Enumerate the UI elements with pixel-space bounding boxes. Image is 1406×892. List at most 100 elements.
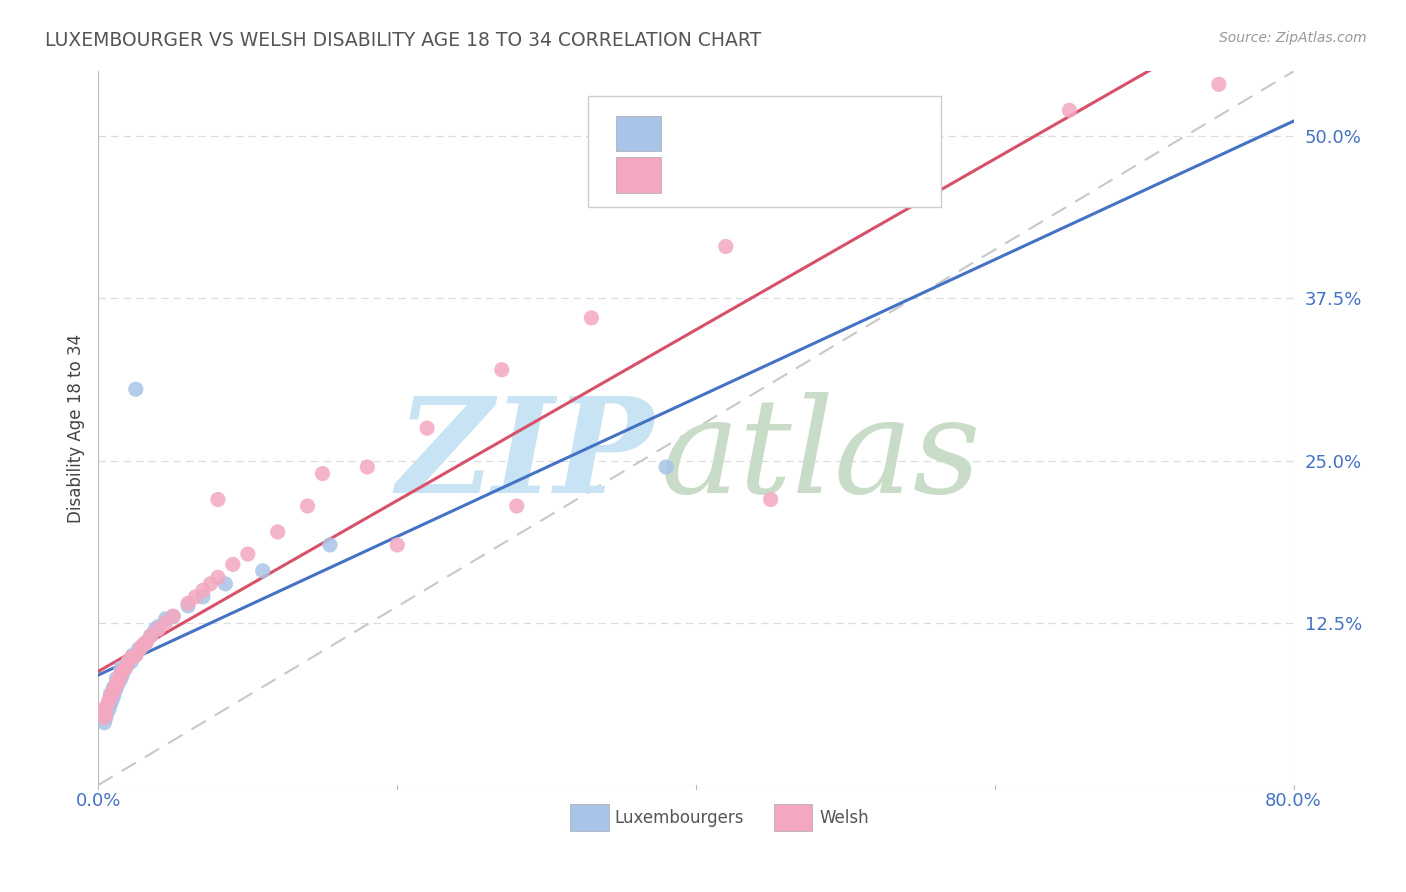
Point [98,690,122,704]
Point [491,363,513,377]
Point [110,667,132,681]
Point [120,650,142,665]
Point [714,239,737,253]
Point [236,547,259,561]
Point [200,577,222,591]
Point [97,693,120,707]
Point [155,615,177,630]
Text: Source: ZipAtlas.com: Source: ZipAtlas.com [1219,31,1367,45]
Point [103,690,125,704]
Point [908,142,931,156]
Point [1059,103,1081,118]
Point [114,661,136,675]
Point [139,629,162,643]
FancyBboxPatch shape [616,116,661,152]
Point [184,590,207,604]
Point [98,687,122,701]
Point [125,648,148,663]
Point [121,648,143,663]
Point [105,672,128,686]
FancyBboxPatch shape [773,805,811,831]
Point [107,677,129,691]
Point [93,710,115,724]
Point [111,664,134,678]
Point [222,558,245,572]
Point [1208,78,1230,92]
Point [129,641,152,656]
Text: LUXEMBOURGER VS WELSH DISABILITY AGE 18 TO 34 CORRELATION CHART: LUXEMBOURGER VS WELSH DISABILITY AGE 18 … [45,31,761,50]
Point [759,492,782,507]
Point [110,661,132,675]
Point [91,706,114,721]
Point [416,421,439,435]
Point [101,687,124,701]
Point [97,703,120,717]
Point [117,655,139,669]
Point [108,674,131,689]
Point [112,664,135,678]
Point [155,612,177,626]
Point [107,674,129,689]
Point [117,655,139,669]
Point [207,492,229,507]
Point [581,310,603,325]
Point [162,609,184,624]
FancyBboxPatch shape [616,157,661,193]
Point [101,693,124,707]
Text: R = 0.543   N = 47: R = 0.543 N = 47 [683,165,860,185]
Point [139,629,162,643]
Point [191,583,214,598]
Point [104,684,127,698]
Point [162,609,184,624]
Point [177,596,200,610]
Point [267,524,290,539]
Point [111,667,134,681]
Point [132,638,155,652]
Text: Luxembourgers: Luxembourgers [614,809,744,827]
Point [93,715,115,730]
Point [177,599,200,613]
Point [132,638,155,652]
Point [103,684,125,698]
Point [91,703,114,717]
Point [148,622,170,636]
Point [506,499,529,513]
Text: Welsh: Welsh [820,809,869,827]
Point [103,681,125,695]
Point [108,672,131,686]
Point [98,698,122,712]
Point [385,538,409,552]
Point [143,622,166,636]
Point [319,538,342,552]
Point [655,460,678,475]
Point [105,681,128,695]
Point [297,499,319,513]
Point [191,590,214,604]
Point [128,641,150,656]
Point [104,681,127,695]
Point [105,677,128,691]
Point [96,698,118,712]
Point [135,635,157,649]
Text: R = 0.453   N = 40: R = 0.453 N = 40 [683,124,860,143]
Point [356,460,378,475]
Point [125,382,148,396]
Point [115,658,138,673]
Point [214,577,236,591]
Point [207,570,229,584]
FancyBboxPatch shape [571,805,609,831]
Point [125,648,148,663]
Y-axis label: Disability Age 18 to 34: Disability Age 18 to 34 [66,334,84,523]
Text: ZIP: ZIP [396,392,654,521]
Point [252,564,274,578]
Point [94,706,117,721]
Point [311,467,333,481]
Point [110,672,132,686]
Point [135,635,157,649]
Point [114,661,136,675]
Point [96,700,118,714]
Point [94,710,117,724]
Point [120,655,142,669]
Point [148,620,170,634]
FancyBboxPatch shape [589,96,941,207]
